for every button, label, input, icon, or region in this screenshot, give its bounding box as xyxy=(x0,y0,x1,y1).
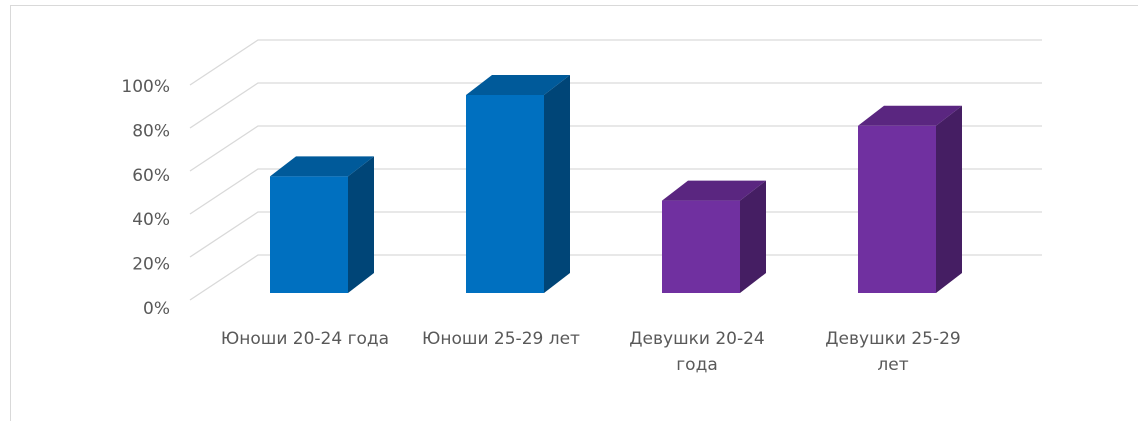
grid-line xyxy=(189,82,1042,129)
y-tick-label: 40% xyxy=(132,210,170,230)
x-tick-label: Юноши 25-29 лет xyxy=(422,329,580,349)
bar xyxy=(858,125,936,293)
grid-line xyxy=(189,254,1042,301)
bar xyxy=(662,200,740,293)
grid-line xyxy=(189,211,1042,258)
bar-top xyxy=(662,180,766,201)
y-tick-label: 100% xyxy=(121,77,170,97)
bar-side xyxy=(740,180,766,293)
bar-top xyxy=(858,105,962,126)
y-tick-label: 80% xyxy=(132,121,170,141)
grid-line xyxy=(189,125,1042,172)
x-tick-label: Юноши 20-24 года xyxy=(220,329,390,349)
bar-side xyxy=(544,75,570,293)
x-tick-label: Девушки 20-24 года xyxy=(629,329,765,375)
grid-line xyxy=(189,39,1042,86)
chart-frame xyxy=(10,5,1138,421)
bar xyxy=(466,95,544,293)
grid-line xyxy=(189,168,1042,215)
y-tick-label: 20% xyxy=(132,255,170,275)
y-tick-label: 0% xyxy=(143,299,170,319)
x-tick-label: Девушки 25-29 лет xyxy=(825,329,961,375)
y-tick-label: 60% xyxy=(132,166,170,186)
bar-side xyxy=(348,156,374,293)
bar-top xyxy=(270,156,374,177)
bar-side xyxy=(936,105,962,293)
bar xyxy=(270,176,348,293)
bar-top xyxy=(466,75,570,95)
